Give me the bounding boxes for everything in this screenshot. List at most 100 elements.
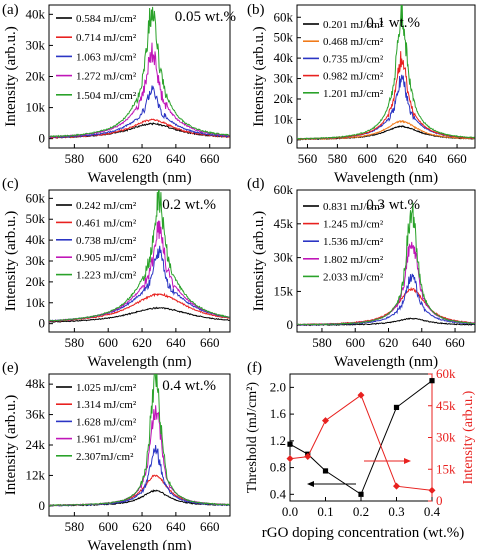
x-tick-label: 640 (166, 519, 186, 534)
x-tick-label: 640 (166, 151, 186, 166)
x-axis-title: rGO doping concentration (wt.%) (262, 525, 464, 541)
legend-label: 0.831 mJ/cm² (323, 201, 384, 213)
concentration-annotation: 0.4 wt.% (162, 378, 216, 394)
spectrum-line (297, 119, 475, 141)
y-axis-title: Intensity (arb.u.) (3, 26, 19, 126)
y-tick-label: 24k (26, 437, 46, 452)
y-tick-label: 20k (26, 69, 46, 84)
right-y-tick-label: 15k (436, 461, 456, 476)
y-tick-label: 50k (26, 211, 46, 226)
legend-label: 1.063 mJ/cm² (76, 51, 137, 63)
x-tick-label: 660 (445, 335, 465, 350)
panel-c: (c) 580 600 620 640 660 0 10k 20k 30k 40k 50k 60k Wav… (2, 176, 231, 370)
legend-label: 1.314 mJ/cm² (76, 399, 137, 411)
legend-label: 1.628 mJ/cm² (76, 416, 137, 428)
y-axis-title: Intensity (arb.u.) (3, 395, 19, 495)
threshold-line (289, 380, 433, 496)
threshold-marker (393, 404, 400, 411)
left-y-tick-label: 0.4 (270, 486, 287, 501)
x-axis-title: Wavelength (nm) (334, 354, 438, 370)
legend-label: 1.201 mJ/cm² (323, 88, 384, 100)
threshold-marker (358, 491, 364, 497)
curves (297, 5, 475, 141)
x-tick-label: 620 (132, 335, 152, 350)
y-tick-label: 0 (39, 498, 46, 513)
x-axis-title: Wavelength (nm) (87, 354, 191, 370)
left-y-tick-label: 1.2 (270, 433, 286, 448)
spectrum-line (49, 306, 230, 323)
x-tick-label: 0.0 (282, 504, 298, 519)
concentration-annotation: 0.05 wt.% (175, 9, 236, 25)
y-axis-title: Intensity (arb.u.) (251, 26, 267, 126)
y-axis-title: Intensity (arb.u.) (251, 211, 267, 311)
x-tick-label: 580 (65, 335, 85, 350)
spectrum-line (297, 5, 475, 140)
threshold-marker (287, 441, 293, 447)
legend-label: 1.245 mJ/cm² (323, 219, 384, 231)
x-axis-title: Wavelength (nm) (334, 170, 438, 186)
y-tick-label: 10k (26, 295, 46, 310)
x-axis-title: Wavelength (nm) (87, 538, 191, 550)
legend-label: 1.802 mJ/cm² (323, 254, 384, 266)
y-tick-label: 10k (274, 111, 294, 126)
y-tick-label: 0 (287, 317, 294, 332)
left-y-tick-label: 1.6 (270, 406, 287, 421)
y-tick-label: 12k (26, 467, 46, 482)
x-tick-label: 600 (98, 151, 118, 166)
threshold-marker (322, 468, 329, 474)
right-y-tick-label: 30k (436, 430, 456, 445)
curves (297, 202, 475, 327)
y-tick-label: 20k (26, 274, 46, 289)
left-y-tick-label: 0.8 (270, 460, 286, 475)
x-tick-label: 580 (312, 335, 332, 350)
right-y-tick-label: 45k (436, 398, 456, 413)
y-tick-label: 10k (26, 100, 46, 115)
y-tick-label: 48k (26, 376, 46, 391)
left-axis-arrowhead (307, 481, 314, 487)
legend-label: 0.461 mJ/cm² (76, 217, 137, 229)
y-tick-label: 60k (274, 9, 294, 24)
legend-label: 0.738 mJ/cm² (76, 235, 137, 247)
legend-label: 1.504 mJ/cm² (76, 90, 137, 102)
x-tick-label: 660 (200, 335, 220, 350)
spectrum-line (49, 374, 230, 507)
panel-b: (b) 560 580 600 620 640 660 0 10k 20k 30k 40k 50k 60k… (247, 2, 476, 186)
y-tick-label: 30k (274, 250, 294, 265)
x-tick-label: 600 (98, 519, 118, 534)
x-tick-label: 580 (328, 151, 348, 166)
legend-label: 0.242 mJ/cm² (76, 200, 137, 212)
legend-label: 0.201 mJ/cm² (323, 19, 384, 31)
intensity-marker (428, 486, 436, 494)
curves (49, 190, 230, 323)
panel-d: (d) 580 600 620 640 660 0 15k 30k 45k 60k Wavelengt… (247, 176, 476, 370)
spectrum-line (49, 190, 230, 322)
x-tick-label: 620 (379, 335, 399, 350)
y-tick-label: 50k (274, 30, 294, 45)
x-tick-label: 600 (98, 335, 118, 350)
intensity-marker (322, 417, 329, 425)
plot-frame (296, 189, 476, 333)
x-tick-label: 640 (166, 335, 186, 350)
intensity-marker (304, 453, 312, 461)
legend-label: 1.223 mJ/cm² (76, 270, 137, 282)
legend-label: 2.307mJ/cm² (76, 451, 134, 463)
y-axis-title: Intensity (arb.u.) (3, 211, 19, 311)
x-tick-label: 0.4 (424, 504, 441, 519)
curves (49, 6, 230, 139)
y-tick-label: 0 (39, 131, 46, 146)
panel-e: (e) 580 600 620 640 660 0 12k 24k 36k 48k Wavelengt… (2, 360, 231, 550)
curves (49, 374, 230, 507)
intensity-marker (357, 391, 365, 399)
y-tick-label: 40k (274, 50, 294, 65)
concentration-annotation: 0.2 wt.% (162, 197, 216, 213)
panel-label: (c) (2, 176, 19, 192)
x-tick-label: 580 (65, 151, 85, 166)
spectrum-line (49, 118, 230, 139)
spectrum-line (297, 202, 475, 326)
right-y-tick-label: 0 (436, 493, 443, 508)
threshold-marker (429, 378, 435, 384)
spectrum-line (49, 474, 230, 507)
x-axis-title: Wavelength (nm) (87, 170, 191, 186)
concentration-annotation: 0.3 wt.% (366, 197, 420, 213)
